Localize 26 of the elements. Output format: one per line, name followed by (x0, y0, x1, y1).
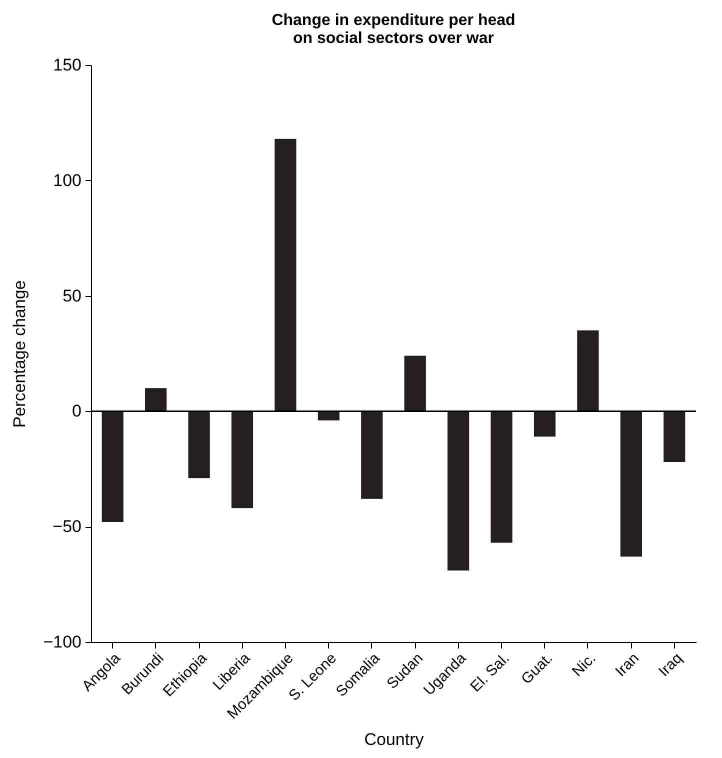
chart-title: Change in expenditure per head on social sectors over war (272, 12, 516, 47)
bar (620, 411, 642, 557)
bar (188, 411, 210, 478)
bar (448, 411, 470, 570)
bar (274, 138, 296, 412)
y-tick-label: −50 (52, 517, 82, 536)
y-tick-label: 100 (53, 170, 82, 190)
bar (145, 388, 167, 412)
bar (231, 411, 254, 508)
x-tick-label: Iraq (655, 650, 686, 680)
y-tick-label: 0 (72, 402, 82, 421)
bar (534, 411, 556, 437)
bar (664, 411, 686, 462)
bar (361, 411, 383, 499)
bar (490, 411, 512, 543)
bar (404, 356, 426, 412)
y-tick-label: 50 (62, 286, 82, 306)
bar (577, 330, 599, 412)
y-axis-title: Percentage change (10, 280, 30, 428)
y-tick-label: 150 (53, 56, 82, 74)
x-tick-label: El. Sal. (467, 650, 513, 696)
x-axis-title: Country (364, 730, 424, 749)
y-tick-label: −100 (43, 632, 82, 652)
bar (102, 411, 124, 522)
x-tick-label: Nic. (568, 650, 600, 680)
x-tick-label: Iran (612, 650, 642, 680)
